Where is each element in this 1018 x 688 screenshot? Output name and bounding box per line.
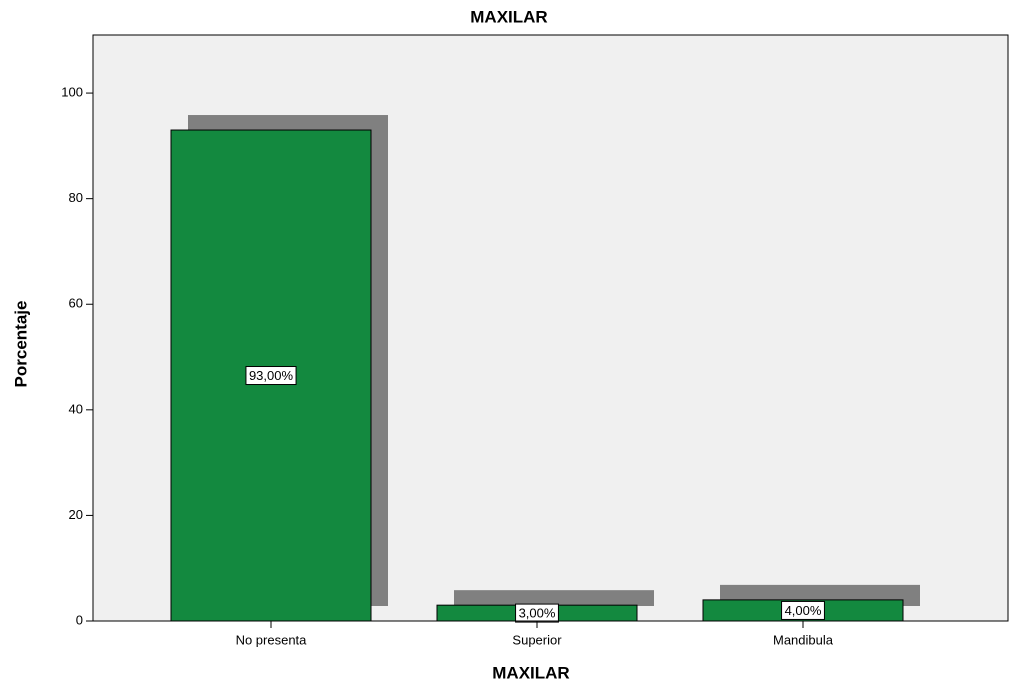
value-label: 4,00% (785, 603, 822, 618)
value-label: 93,00% (249, 368, 294, 383)
y-tick-label: 80 (69, 190, 83, 205)
y-tick-label: 60 (69, 296, 83, 311)
chart-title: MAXILAR (470, 7, 547, 26)
bar-shadow (454, 590, 654, 606)
x-axis-label: MAXILAR (492, 663, 569, 682)
x-tick-label: No presenta (236, 632, 308, 647)
value-label-box (245, 366, 297, 386)
y-tick-label: 100 (61, 85, 83, 100)
value-label-box (781, 600, 825, 620)
y-tick-label: 0 (76, 612, 83, 627)
y-tick-label: 20 (69, 507, 83, 522)
y-tick-label: 40 (69, 401, 83, 416)
x-tick-label: Superior (512, 632, 562, 647)
value-label: 3,00% (519, 606, 556, 621)
x-tick-label: Mandibula (773, 632, 834, 647)
y-axis-label: Porcentaje (11, 301, 30, 388)
